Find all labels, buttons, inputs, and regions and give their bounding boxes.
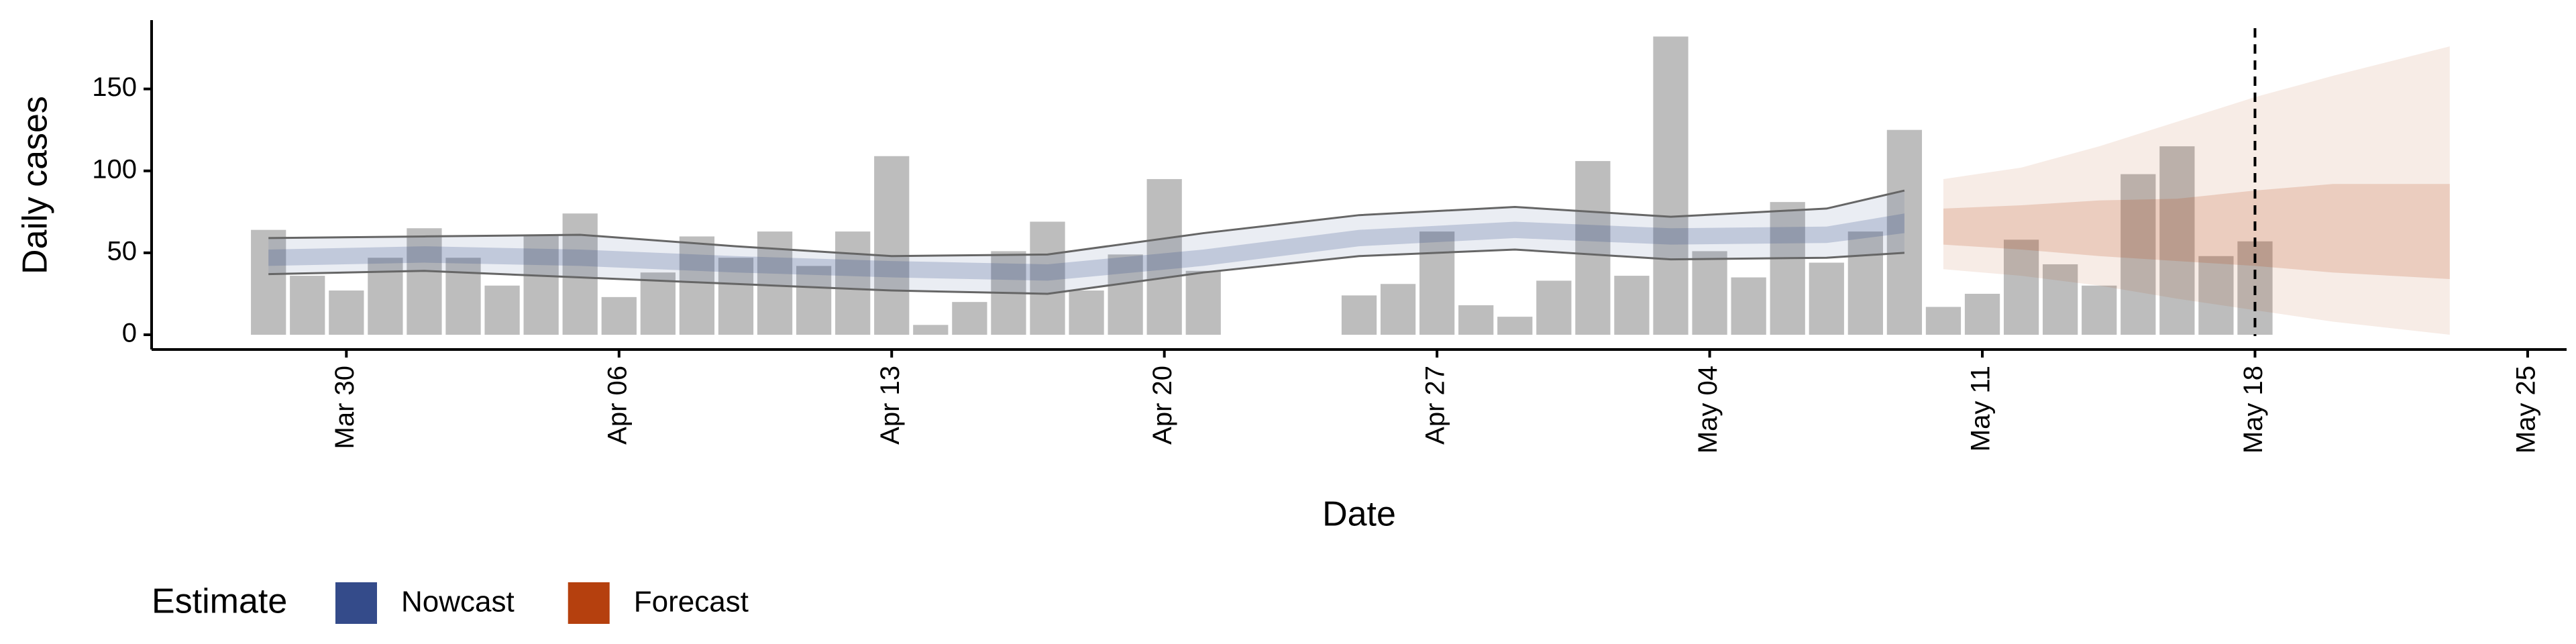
bar [407,228,442,335]
y-axis-title: Daily cases [16,96,55,274]
legend-label: Forecast [634,586,749,619]
bar [2082,285,2117,335]
bar [1458,305,1494,335]
x-tick-label: May 11 [1966,366,1996,451]
bar [290,276,325,335]
bar [1146,178,1182,335]
x-tick-label: Apr 20 [1148,366,1177,445]
bar [640,272,676,335]
bar [1925,307,1962,335]
legend-swatch [335,582,377,624]
bar [2121,174,2156,335]
bar [562,213,598,335]
x-tick-label: Apr 13 [875,366,905,445]
bar [484,285,520,335]
bar [952,302,987,335]
ribbon [268,191,1904,294]
x-tick-label: Apr 06 [602,366,632,445]
bar [1030,221,1065,335]
y-tick-label: 100 [92,154,137,184]
bar [1108,254,1143,335]
y-tick-label: 50 [107,236,138,266]
bar [1847,231,1883,335]
x-tick-label: May 25 [2511,366,2540,453]
bar [1809,262,1844,335]
bar [1185,270,1221,335]
ribbon [268,213,1904,281]
bar [796,266,832,335]
x-axis-title: Date [1322,495,1396,534]
bar [2198,256,2234,335]
bar [1497,317,1533,335]
bar [1380,284,1416,335]
bar [1770,202,1805,335]
bar [913,325,949,335]
legend-swatch [568,582,610,624]
bar [1692,251,1727,335]
bar [679,236,715,335]
bar [2043,264,2078,335]
bar [1614,276,1650,335]
bound-line [268,248,1904,295]
x-tick-label: Apr 27 [1421,366,1450,445]
y-tick-label: 0 [122,319,137,348]
bar [1536,280,1572,335]
bar [1069,290,1104,335]
x-tick-label: May 04 [1693,366,1723,453]
bar [523,235,559,335]
x-tick-label: May 18 [2239,366,2268,453]
bar [445,258,481,335]
bar [1964,293,2000,335]
bar [2003,239,2039,335]
bar [1419,231,1455,335]
bar [1653,36,1688,335]
bar [1731,277,1766,335]
bar [251,229,286,335]
ribbon [1943,46,2450,335]
bar [2159,146,2195,335]
y-tick-label: 150 [92,72,137,102]
bar [329,290,364,335]
bar [601,297,637,335]
bar [1341,295,1377,335]
ribbon [1943,184,2450,279]
bar [874,156,910,335]
bound-line [268,189,1905,258]
bar [835,231,871,335]
legend-title: Estimate [152,582,287,621]
legend-label: Nowcast [401,586,515,619]
bar [1575,161,1611,335]
bar [718,258,754,335]
x-tick-label: Mar 30 [330,366,360,449]
bar [1886,129,1923,335]
